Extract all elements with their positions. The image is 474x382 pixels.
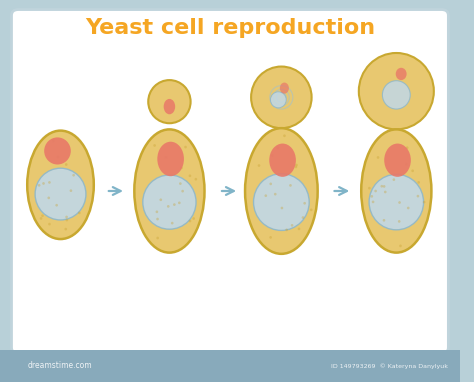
Circle shape [399, 244, 402, 247]
Circle shape [38, 184, 40, 187]
Circle shape [153, 144, 156, 147]
Circle shape [269, 183, 272, 185]
Ellipse shape [254, 174, 309, 230]
Ellipse shape [245, 128, 318, 254]
Circle shape [184, 146, 187, 149]
Circle shape [164, 156, 167, 159]
Circle shape [194, 178, 197, 181]
Circle shape [42, 182, 45, 185]
Ellipse shape [271, 92, 286, 108]
Ellipse shape [396, 68, 407, 80]
Circle shape [407, 207, 410, 209]
Circle shape [310, 209, 312, 211]
Circle shape [269, 236, 272, 239]
Circle shape [372, 201, 374, 203]
Circle shape [291, 224, 293, 227]
Circle shape [171, 222, 173, 225]
Circle shape [55, 204, 58, 207]
Circle shape [57, 155, 59, 159]
Circle shape [159, 198, 162, 201]
Ellipse shape [369, 174, 424, 230]
Circle shape [258, 164, 260, 167]
Ellipse shape [44, 138, 71, 165]
Circle shape [301, 216, 304, 219]
Circle shape [156, 237, 159, 240]
Circle shape [283, 134, 286, 137]
Circle shape [423, 201, 426, 204]
Circle shape [173, 203, 176, 206]
Circle shape [65, 215, 68, 219]
Circle shape [295, 163, 298, 167]
Circle shape [289, 184, 292, 187]
Circle shape [189, 220, 191, 222]
Circle shape [295, 165, 297, 168]
Circle shape [383, 185, 385, 188]
Circle shape [180, 167, 183, 169]
Text: ID 149793269  © Kateryna Danylyuk: ID 149793269 © Kateryna Danylyuk [331, 363, 448, 369]
Circle shape [264, 194, 267, 197]
Circle shape [189, 175, 191, 177]
Circle shape [285, 228, 288, 231]
Circle shape [298, 228, 301, 230]
Circle shape [48, 223, 51, 225]
Circle shape [64, 228, 67, 230]
Circle shape [155, 210, 158, 213]
Text: Yeast cell reproduction: Yeast cell reproduction [85, 18, 375, 38]
Ellipse shape [134, 129, 204, 253]
Circle shape [417, 181, 420, 184]
Circle shape [192, 217, 195, 220]
Circle shape [156, 218, 159, 220]
Ellipse shape [384, 144, 411, 177]
Ellipse shape [27, 131, 94, 239]
Bar [0, 350, 460, 382]
Ellipse shape [35, 168, 86, 220]
Circle shape [167, 205, 170, 208]
Ellipse shape [251, 66, 311, 128]
Circle shape [398, 201, 401, 204]
Circle shape [276, 147, 279, 149]
Circle shape [52, 139, 55, 142]
Ellipse shape [157, 142, 184, 176]
Ellipse shape [280, 83, 289, 94]
Ellipse shape [269, 144, 296, 177]
Circle shape [384, 191, 387, 193]
Circle shape [383, 219, 385, 222]
Circle shape [406, 146, 409, 149]
Circle shape [381, 185, 383, 188]
Circle shape [377, 156, 379, 159]
Circle shape [374, 189, 377, 193]
Circle shape [70, 189, 72, 192]
Circle shape [411, 170, 414, 172]
Circle shape [281, 207, 283, 209]
Circle shape [368, 187, 371, 189]
Circle shape [398, 220, 401, 223]
Ellipse shape [361, 129, 431, 253]
Circle shape [47, 196, 50, 199]
Circle shape [178, 202, 181, 204]
Circle shape [78, 212, 81, 214]
Ellipse shape [383, 81, 410, 109]
Circle shape [271, 154, 273, 157]
Circle shape [41, 214, 44, 217]
Circle shape [417, 195, 419, 197]
Circle shape [392, 178, 395, 181]
Ellipse shape [148, 80, 191, 123]
Circle shape [405, 163, 408, 165]
Ellipse shape [359, 53, 434, 129]
Circle shape [182, 190, 184, 193]
Circle shape [303, 202, 306, 205]
Circle shape [65, 219, 68, 222]
Ellipse shape [164, 99, 175, 114]
Circle shape [65, 163, 68, 166]
Circle shape [73, 174, 75, 176]
Circle shape [371, 195, 373, 198]
FancyBboxPatch shape [11, 10, 448, 353]
Circle shape [40, 217, 42, 220]
Text: dreamstime.com: dreamstime.com [27, 361, 92, 371]
Circle shape [48, 181, 51, 184]
Circle shape [274, 193, 277, 196]
Circle shape [179, 182, 182, 185]
Ellipse shape [143, 175, 196, 229]
